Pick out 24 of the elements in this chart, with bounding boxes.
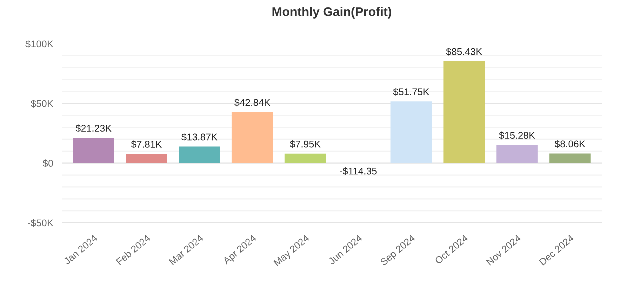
bar bbox=[390, 102, 432, 164]
y-tick-label: -$50K bbox=[28, 219, 54, 228]
data-label: $51.75K bbox=[393, 88, 430, 96]
data-label: $7.95K bbox=[290, 140, 321, 148]
y-tick-label: $50K bbox=[31, 100, 54, 108]
bar bbox=[444, 61, 485, 164]
bar bbox=[126, 154, 168, 164]
bar bbox=[284, 154, 326, 164]
bar bbox=[232, 112, 274, 164]
data-label: $21.23K bbox=[76, 124, 112, 132]
bar bbox=[73, 138, 114, 164]
data-label: $85.43K bbox=[446, 48, 482, 56]
bar bbox=[179, 146, 220, 164]
data-label: $7.81K bbox=[131, 140, 162, 149]
bar bbox=[496, 145, 538, 164]
y-tick-label: $100K bbox=[26, 40, 54, 48]
bar bbox=[550, 154, 591, 164]
chart-title: Monthly Gain(Profit) bbox=[272, 7, 392, 19]
data-label: -$114.35 bbox=[340, 167, 377, 176]
data-label: $13.87K bbox=[182, 133, 218, 142]
data-label: $15.28K bbox=[499, 132, 536, 140]
y-tick-label: $0 bbox=[42, 160, 54, 168]
data-label: $42.84K bbox=[234, 98, 271, 107]
data-label: $8.06K bbox=[554, 140, 586, 148]
